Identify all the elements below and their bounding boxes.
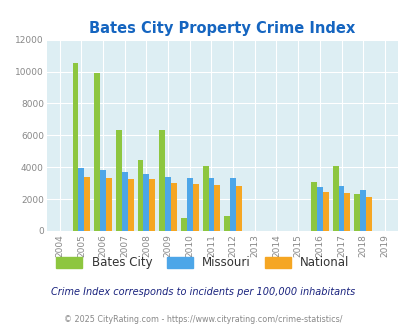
Bar (100, 170, 106, 231)
Bar (94, 73, 100, 231)
Legend: Bates City, Missouri, National: Bates City, Missouri, National (51, 252, 354, 274)
Bar (359, 189, 365, 231)
Bar (137, 160, 143, 231)
Bar (208, 178, 214, 231)
Bar (143, 174, 149, 231)
Bar (127, 179, 133, 231)
Bar (84, 177, 90, 231)
Bar (171, 183, 177, 231)
Bar (365, 197, 371, 231)
Bar (72, 63, 78, 231)
Bar (310, 182, 316, 231)
Bar (338, 185, 343, 231)
Bar (181, 218, 186, 231)
Bar (186, 178, 192, 231)
Bar (224, 216, 230, 231)
Bar (322, 192, 328, 231)
Bar (78, 168, 84, 231)
Bar (122, 172, 127, 231)
Bar (165, 177, 171, 231)
Bar (343, 193, 350, 231)
Bar (202, 166, 208, 231)
Bar (332, 166, 338, 231)
Bar (235, 185, 241, 231)
Bar (230, 178, 235, 231)
Bar (354, 193, 359, 231)
Bar (159, 130, 165, 231)
Title: Bates City Property Crime Index: Bates City Property Crime Index (89, 21, 354, 36)
Bar (106, 178, 111, 231)
Bar (316, 187, 322, 231)
Bar (192, 184, 198, 231)
Text: © 2025 CityRating.com - https://www.cityrating.com/crime-statistics/: © 2025 CityRating.com - https://www.city… (64, 315, 341, 324)
Bar (116, 130, 121, 231)
Bar (214, 185, 220, 231)
Text: Crime Index corresponds to incidents per 100,000 inhabitants: Crime Index corresponds to incidents per… (51, 287, 354, 297)
Bar (149, 179, 155, 231)
